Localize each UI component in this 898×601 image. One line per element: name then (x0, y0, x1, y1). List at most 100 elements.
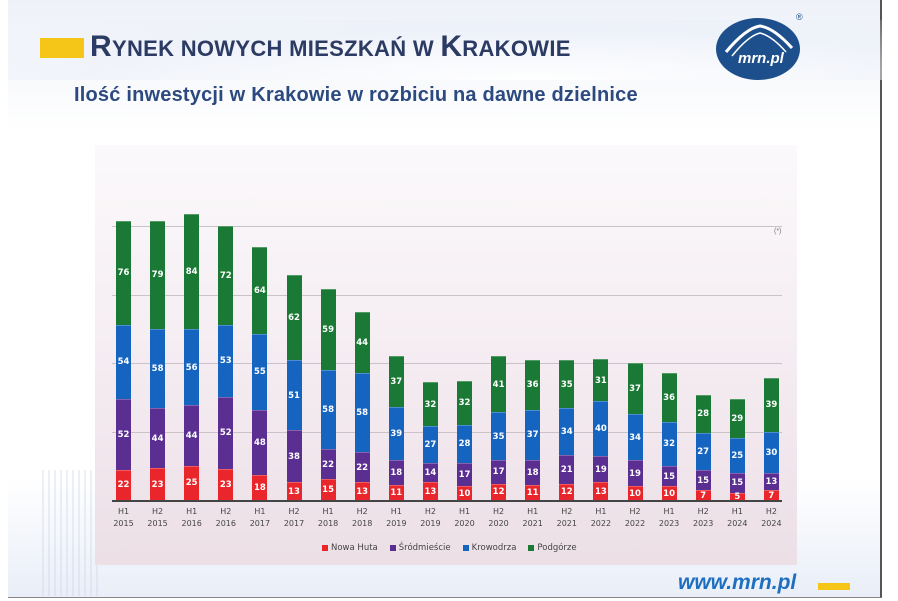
x-axis-tick-label: H1 2022 (584, 506, 618, 530)
bar-segment: 19 (593, 456, 609, 483)
stacked-bar: 10 19 34 37 (627, 363, 643, 500)
legend-swatch-icon (462, 545, 469, 551)
bar-segment: 15 (320, 479, 336, 500)
bar-segment: 34 (559, 408, 575, 455)
x-axis-tick-label: H1 2020 (448, 506, 482, 530)
bar-segment: 5 (729, 492, 745, 502)
tick-half: H1 (254, 507, 266, 516)
bar-segment: 15 (695, 469, 711, 491)
stacked-bar: 13 14 27 32 (422, 382, 438, 500)
x-axis-line (112, 500, 782, 502)
x-axis-tick-label: H1 2024 (720, 506, 754, 530)
bar-segment: 39 (763, 378, 779, 432)
legend-item: Krowodrza (462, 543, 516, 553)
bar-segment: 32 (422, 382, 438, 427)
bar-segment: 48 (252, 409, 268, 476)
stacked-bar: 12 17 35 41 (491, 356, 507, 500)
tick-half: H2 (220, 507, 232, 516)
bar-segment: 18 (525, 460, 541, 485)
bar-segment: 58 (354, 372, 370, 453)
stacked-bar: 7 13 30 39 (763, 378, 779, 501)
tick-half: H2 (152, 507, 164, 516)
bar-segment: 52 (116, 398, 131, 470)
bar-segment: 58 (320, 369, 336, 450)
registered-mark: ® (796, 12, 803, 22)
tick-half: H2 (288, 507, 300, 516)
bar-segment: 36 (661, 372, 677, 422)
bar-segment: 37 (627, 363, 643, 414)
tick-year: 2024 (727, 519, 748, 528)
bar-segment: 13 (763, 472, 779, 491)
bar-segment: 25 (184, 465, 200, 500)
tick-year: 2016 (215, 519, 236, 528)
chart-legend: Nowa Huta Śródmieście Krowodrza Podgórze (322, 543, 577, 553)
bar-segment: 12 (491, 483, 507, 500)
stacked-bar: 22 52 54 76 (116, 220, 131, 500)
stacked-bar: 12 21 34 35 (559, 360, 575, 500)
bar-segment: 13 (354, 482, 370, 500)
bar-segment: 55 (252, 334, 268, 410)
stacked-bar: 15 22 58 59 (320, 289, 336, 500)
legend-swatch-icon (528, 545, 535, 551)
tick-half: H1 (117, 507, 130, 516)
page-title: RYNEK NOWYCH MIESZKAŃ W KRAKOWIE (90, 30, 571, 64)
bar-segment: 64 (252, 246, 268, 335)
bar-segment: 14 (422, 463, 438, 483)
stacked-bar: 23 52 53 72 (218, 226, 234, 500)
x-axis-tick-label: H2 2024 (754, 506, 788, 530)
chart-annotation: (*) (774, 228, 782, 235)
mrn-logo: mrn.pl (716, 18, 800, 80)
tick-year: 2018 (317, 519, 339, 528)
bar-segment: 13 (593, 482, 609, 500)
gridline (112, 294, 782, 296)
chart-area: 22 52 54 76 H1 2015 23 44 58 79 H2 2015 25 44 56 84 H1 20… (95, 145, 797, 565)
x-axis-tick-label: H1 2017 (243, 506, 277, 530)
x-axis-tick-label: H2 2019 (413, 506, 447, 530)
bar-segment: 7 (695, 490, 711, 501)
stacked-bar: 13 19 40 31 (593, 358, 609, 500)
bar-segment: 28 (457, 424, 472, 464)
stacked-bar: 23 44 58 79 (150, 220, 166, 500)
footer-accent-bar (818, 583, 850, 590)
bar-segment: 27 (695, 432, 711, 470)
x-axis-tick-label: H2 2023 (686, 506, 720, 530)
tick-half: H1 (186, 507, 198, 516)
tick-year: 2021 (522, 519, 543, 528)
x-axis-tick-label: H2 2022 (618, 506, 652, 530)
stacked-bar: 11 18 39 37 (388, 356, 404, 500)
tick-year: 2015 (147, 519, 168, 528)
stacked-bar: 11 18 37 36 (525, 360, 541, 500)
bar-segment: 53 (218, 324, 234, 398)
tick-year: 2022 (590, 519, 612, 528)
stacked-bar: 10 15 32 36 (661, 372, 677, 500)
bar-segment: 38 (286, 430, 302, 483)
tick-year: 2015 (113, 519, 134, 528)
tick-year: 2018 (352, 519, 373, 528)
bar-segment: 19 (627, 460, 643, 487)
bar-segment: 29 (729, 398, 745, 439)
bar-segment: 18 (252, 475, 268, 500)
bar-segment: 23 (218, 468, 234, 500)
bar-segment: 44 (184, 405, 200, 466)
bar-segment: 13 (286, 482, 302, 500)
bar-segment: 44 (150, 408, 166, 469)
bar-segment: 34 (627, 413, 643, 461)
tick-year: 2020 (488, 519, 509, 528)
tick-half: H2 (697, 507, 709, 516)
legend-label: Nowa Huta (331, 543, 378, 553)
x-axis-tick-label: H2 2020 (482, 506, 516, 530)
stacked-bar: 13 38 51 62 (286, 275, 302, 500)
tick-year: 2017 (283, 519, 305, 528)
tick-half: H1 (390, 507, 402, 516)
footer-website-link[interactable]: www.mrn.pl (678, 571, 797, 594)
x-axis-tick-label: H2 2018 (345, 506, 379, 530)
bar-segment: 62 (286, 275, 302, 361)
bar-segment: 32 (457, 380, 472, 425)
bar-segment: 31 (593, 358, 609, 402)
tick-year: 2023 (658, 519, 680, 528)
bar-segment: 10 (661, 486, 677, 500)
bar-segment: 25 (729, 438, 745, 473)
title-accent-bar (40, 38, 84, 58)
tick-half: H2 (629, 507, 641, 516)
bar-segment: 28 (695, 394, 711, 433)
